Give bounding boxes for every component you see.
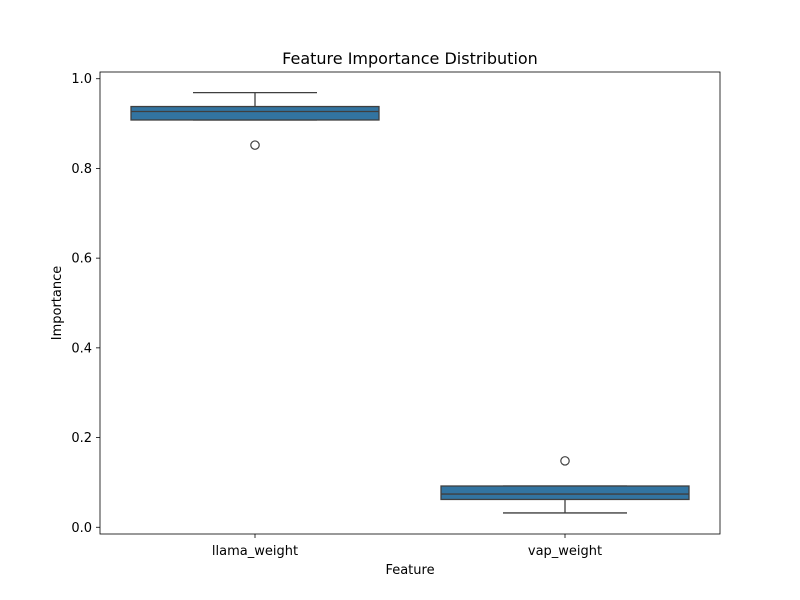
y-tick-label: 0.6 — [71, 252, 92, 267]
outlier-point — [250, 140, 260, 150]
y-tick-label: 0.0 — [71, 521, 92, 536]
y-tick-label: 1.0 — [71, 72, 92, 87]
x-axis: llama_weight vap_weight — [212, 534, 602, 559]
box-series — [130, 91, 690, 514]
outlier-point — [560, 456, 570, 466]
y-tick-label: 0.8 — [71, 162, 92, 177]
x-axis-label: Feature — [385, 563, 434, 578]
x-tick-label: vap_weight — [528, 544, 602, 559]
chart-title: Feature Importance Distribution — [282, 49, 538, 68]
box-group — [130, 91, 380, 150]
y-tick-label: 0.4 — [71, 341, 92, 356]
y-axis-label: Importance — [50, 266, 65, 341]
y-axis: 0.0 0.2 0.4 0.6 0.8 1.0 — [71, 72, 100, 536]
box — [440, 485, 690, 501]
box-group — [440, 456, 690, 514]
box — [130, 105, 380, 121]
x-tick-label: llama_weight — [212, 544, 298, 559]
plot-area — [99, 71, 721, 535]
y-tick-label: 0.2 — [71, 431, 92, 446]
